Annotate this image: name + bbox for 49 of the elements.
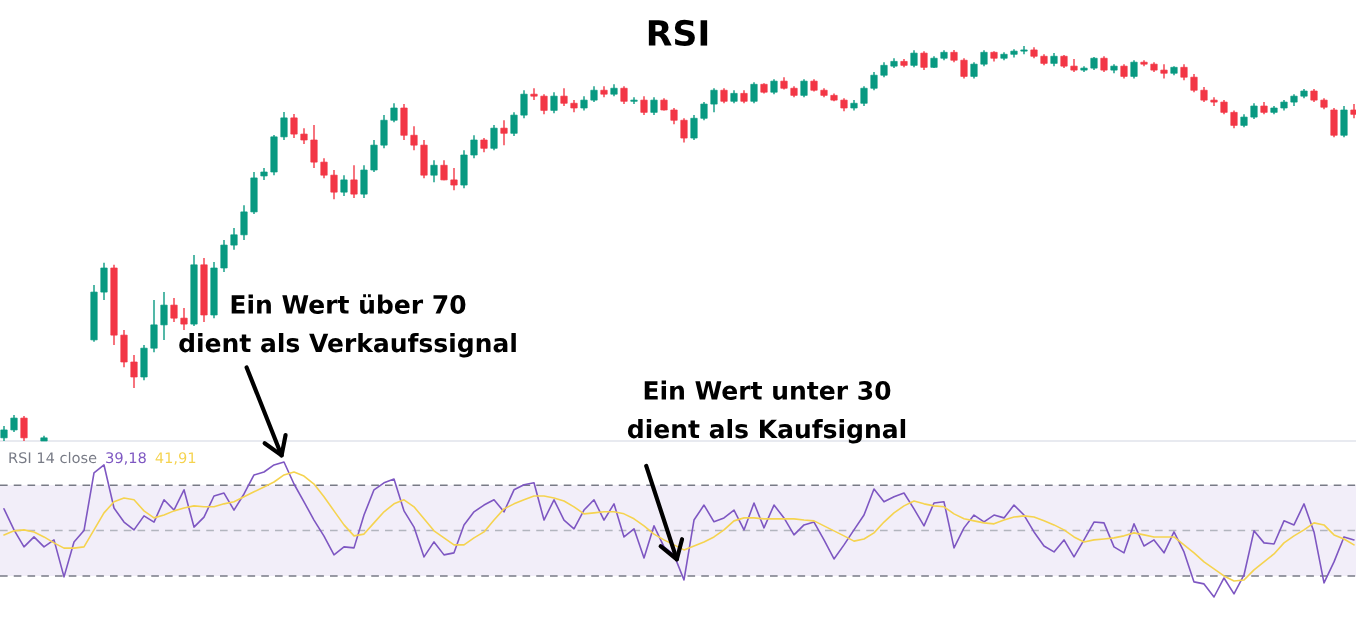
- candlestick: [410, 125, 418, 151]
- candlestick: [960, 57, 968, 80]
- candlestick: [750, 81, 758, 104]
- candlestick: [500, 119, 508, 146]
- candlestick: [180, 307, 188, 331]
- candlestick: [530, 87, 538, 101]
- candlestick: [220, 239, 228, 273]
- candlestick: [490, 124, 498, 151]
- candlestick: [430, 159, 438, 183]
- candlestick: [540, 93, 548, 116]
- candlestick: [150, 299, 158, 353]
- candlestick: [520, 89, 528, 119]
- candlestick: [390, 102, 398, 123]
- candlestick: [550, 91, 558, 114]
- candlestick: [870, 71, 878, 91]
- candlestick: [290, 113, 298, 139]
- candlestick: [230, 227, 238, 251]
- candlestick: [920, 50, 928, 71]
- candlestick: [640, 95, 648, 116]
- candlestick: [350, 164, 358, 199]
- candlestick: [860, 85, 868, 107]
- candlestick: [470, 134, 478, 159]
- candlestick: [340, 174, 348, 197]
- candlestick: [680, 117, 688, 144]
- annotation: 41,91: [155, 452, 196, 465]
- candlestick: [1130, 59, 1138, 80]
- candlestick: [160, 291, 168, 341]
- chart-title: RSI: [648, 19, 708, 47]
- candlestick: [450, 167, 458, 191]
- candlestick: [1160, 63, 1168, 80]
- annotation: Ein Wert über 70 dient als Verkaufssignal: [179, 294, 516, 358]
- chart-title: RSI 14 close: [9, 451, 97, 464]
- candlestick: [320, 157, 328, 180]
- candlestick: [440, 159, 448, 181]
- candlestick: [800, 78, 808, 99]
- candlestick: [710, 87, 718, 114]
- candlestick: [690, 114, 698, 141]
- candlestick: [20, 415, 28, 442]
- candlestick: [240, 204, 248, 241]
- candlestick: [700, 101, 708, 121]
- candlestick: [330, 169, 338, 200]
- candlestick: [130, 354, 138, 389]
- annotation: Ein Wert unter 30 dient als Kaufsignal: [627, 380, 906, 444]
- candlestick: [170, 297, 178, 323]
- candlestick: [510, 111, 518, 137]
- annotation: 39,18: [106, 452, 146, 465]
- candlestick: [1190, 73, 1198, 93]
- candlestick: [310, 124, 318, 169]
- candlestick: [280, 111, 288, 141]
